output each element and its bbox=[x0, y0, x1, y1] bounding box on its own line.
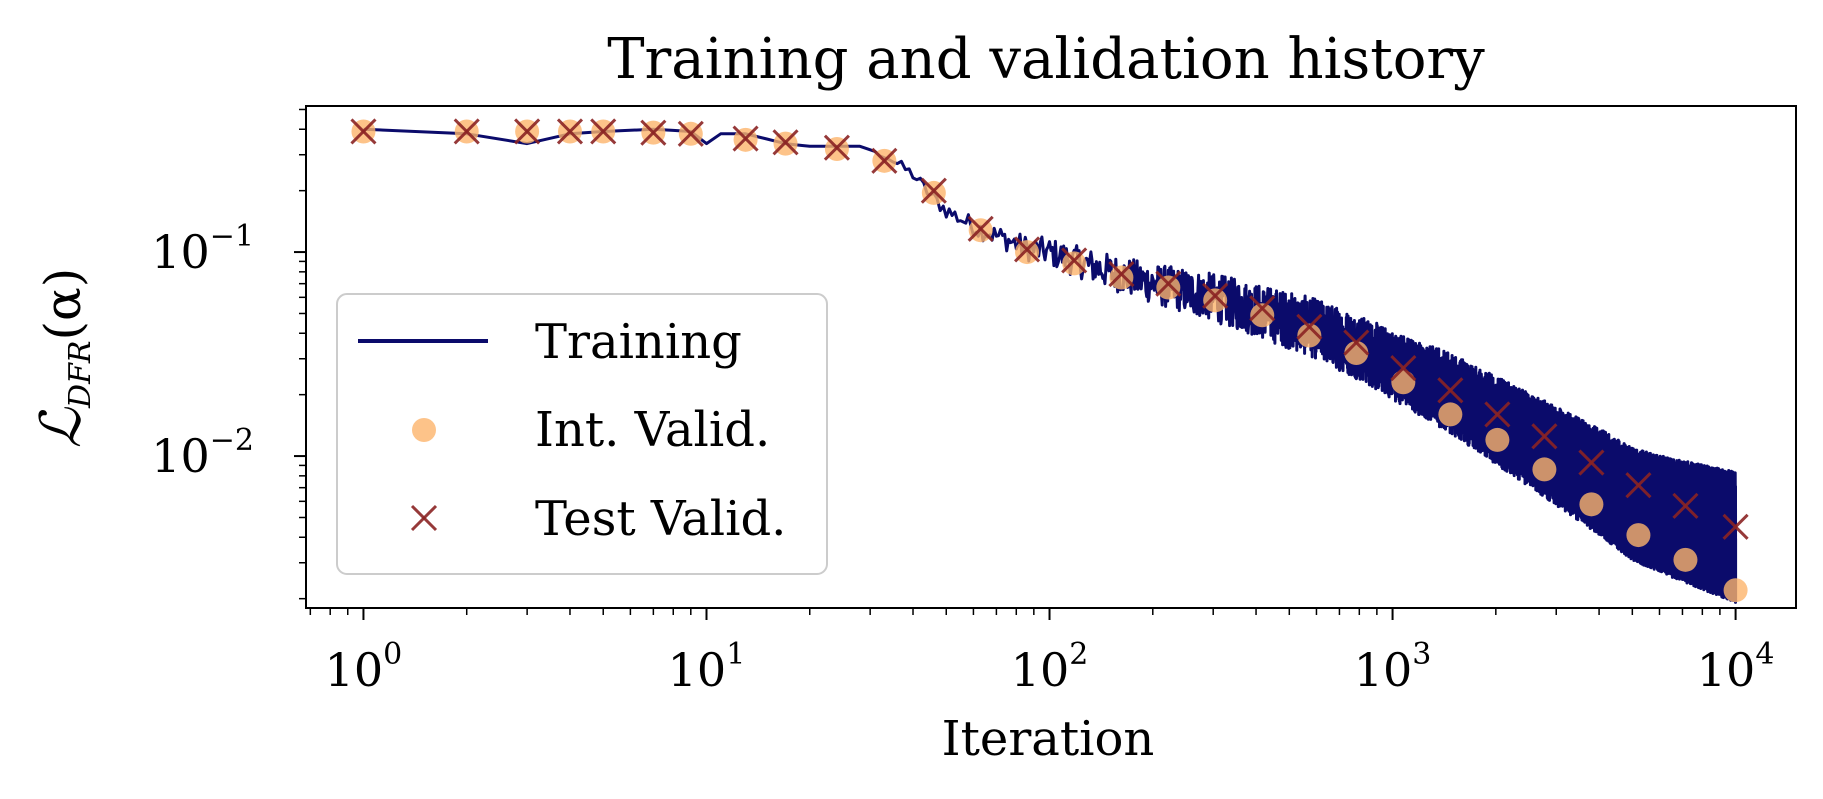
test-valid-point bbox=[590, 118, 617, 145]
test-valid-point bbox=[1531, 423, 1558, 450]
test-valid-point bbox=[1625, 472, 1652, 499]
int-valid-point bbox=[1485, 427, 1510, 452]
int-valid-point bbox=[1532, 457, 1557, 482]
int-valid-point bbox=[1579, 492, 1604, 517]
test-valid-point bbox=[453, 118, 480, 145]
test-valid-point bbox=[1013, 236, 1041, 263]
test-valid-point bbox=[514, 118, 541, 145]
test-valid-point bbox=[732, 125, 759, 152]
test-valid-point bbox=[1672, 492, 1699, 519]
x-tick-label: 100 bbox=[325, 637, 403, 697]
test-valid-point bbox=[1484, 401, 1511, 428]
test-valid-point bbox=[1202, 282, 1229, 309]
legend-test-valid-label: Test Valid. bbox=[535, 491, 786, 547]
y-axis: 10−1 10−2 bbox=[151, 108, 306, 600]
int-valid-point bbox=[1062, 251, 1087, 276]
int-valid-point bbox=[921, 180, 946, 205]
series-training-line bbox=[363, 127, 1738, 604]
legend-int-valid-marker bbox=[412, 418, 436, 442]
x-tick-label: 102 bbox=[1011, 637, 1089, 697]
y-tick-label: 10−2 bbox=[151, 423, 254, 483]
test-valid-point bbox=[1390, 355, 1417, 382]
plot-frame bbox=[305, 105, 1797, 609]
legend-int-valid-label: Int. Valid. bbox=[535, 402, 770, 458]
x-tick-label: 104 bbox=[1697, 637, 1775, 697]
legend: Training Int. Valid. Test Valid. bbox=[336, 293, 828, 575]
x-tick-label: 101 bbox=[668, 637, 746, 697]
int-valid-point bbox=[1015, 240, 1040, 265]
test-valid-point bbox=[1108, 261, 1135, 288]
test-valid-point bbox=[640, 119, 667, 146]
int-valid-point bbox=[1673, 547, 1698, 572]
plot-area bbox=[350, 118, 1749, 604]
int-valid-point bbox=[1626, 523, 1651, 548]
int-valid-point bbox=[1109, 265, 1134, 290]
test-valid-point bbox=[871, 147, 898, 174]
test-valid-point bbox=[920, 177, 947, 204]
y-tick-label: 10−1 bbox=[151, 219, 254, 279]
int-valid-point bbox=[1203, 288, 1228, 313]
test-valid-point bbox=[1296, 313, 1323, 340]
test-valid-point bbox=[1578, 449, 1605, 476]
test-valid-point bbox=[1437, 377, 1464, 404]
chart-title: Training and validation history bbox=[607, 27, 1485, 92]
test-valid-point bbox=[823, 134, 850, 161]
test-valid-point bbox=[556, 118, 584, 145]
y-axis-label: ℒDFR(α) bbox=[29, 268, 98, 449]
y-axis-label-sub: DFR bbox=[63, 340, 98, 408]
test-valid-point bbox=[967, 215, 994, 242]
int-valid-point bbox=[1250, 303, 1275, 328]
y-axis-label-arg: (α) bbox=[34, 268, 92, 341]
int-valid-point bbox=[1391, 370, 1416, 395]
test-valid-point bbox=[1343, 329, 1370, 356]
int-valid-point bbox=[1156, 275, 1181, 300]
test-valid-point bbox=[677, 120, 704, 147]
test-valid-point bbox=[350, 118, 377, 145]
legend-training-label: Training bbox=[535, 314, 742, 370]
test-valid-point bbox=[772, 129, 799, 156]
int-valid-point bbox=[1723, 578, 1748, 603]
y-axis-label-main: ℒ bbox=[29, 406, 94, 448]
int-valid-point bbox=[1438, 402, 1463, 427]
x-axis: 100 101 102 103 104 bbox=[309, 608, 1775, 697]
test-valid-point bbox=[1249, 295, 1276, 322]
x-tick-label: 103 bbox=[1354, 637, 1432, 697]
test-valid-point bbox=[1155, 270, 1182, 297]
legend-test-valid-marker bbox=[410, 504, 438, 532]
int-valid-point bbox=[1297, 323, 1322, 348]
x-axis-label: Iteration bbox=[942, 711, 1155, 767]
test-valid-point bbox=[1722, 513, 1749, 540]
test-valid-point bbox=[1061, 247, 1088, 274]
legend-box bbox=[336, 293, 828, 575]
